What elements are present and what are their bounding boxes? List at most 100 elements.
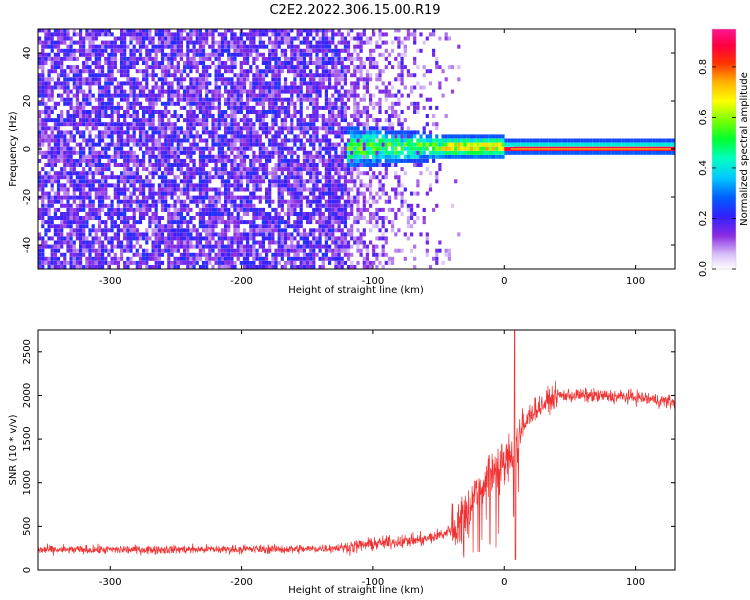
heatmap-cell bbox=[69, 158, 73, 163]
heatmap-cell bbox=[69, 228, 73, 233]
heatmap-cell bbox=[63, 142, 67, 147]
heatmap-cell bbox=[249, 171, 253, 176]
heatmap-cell bbox=[340, 101, 344, 106]
heatmap-cell bbox=[107, 158, 111, 163]
heatmap-cell bbox=[151, 146, 155, 151]
heatmap-cell bbox=[239, 244, 243, 249]
heatmap-cell bbox=[233, 260, 237, 265]
heatmap-cell bbox=[290, 236, 294, 241]
heatmap-cell bbox=[277, 199, 281, 204]
heatmap-cell bbox=[375, 73, 379, 78]
heatmap-cell bbox=[265, 81, 269, 86]
heatmap-cell bbox=[183, 236, 187, 241]
heatmap-cell bbox=[72, 207, 76, 212]
heatmap-cell bbox=[126, 32, 130, 37]
heatmap-cell bbox=[66, 248, 70, 253]
heatmap-cell bbox=[283, 199, 288, 204]
heatmap-cell bbox=[198, 252, 202, 257]
heatmap-cell bbox=[246, 36, 250, 41]
heatmap-cell bbox=[72, 126, 76, 131]
heatmap-cell bbox=[305, 93, 310, 98]
heatmap-cell bbox=[138, 236, 143, 241]
heatmap-cell bbox=[302, 195, 306, 200]
heatmap-cell bbox=[299, 114, 303, 118]
heatmap-cell bbox=[246, 232, 250, 237]
heatmap-cell bbox=[145, 207, 149, 212]
heatmap-cell bbox=[66, 32, 70, 37]
heatmap-cell bbox=[173, 203, 177, 208]
heatmap-cell bbox=[195, 130, 199, 135]
heatmap-cell bbox=[353, 85, 357, 90]
heatmap-cell bbox=[378, 101, 382, 106]
heatmap-cell bbox=[167, 232, 171, 237]
heatmap-cell bbox=[107, 228, 111, 233]
heatmap-cell bbox=[214, 77, 218, 82]
heatmap-cell bbox=[211, 52, 215, 57]
heatmap-cell bbox=[217, 93, 221, 98]
heatmap-cell bbox=[224, 40, 228, 45]
heatmap-cell bbox=[186, 220, 190, 225]
heatmap-cell bbox=[44, 163, 48, 167]
heatmap-cell bbox=[132, 89, 136, 94]
heatmap-cell bbox=[123, 167, 127, 172]
heatmap-cell bbox=[331, 130, 335, 135]
heatmap-cell bbox=[186, 183, 190, 188]
heatmap-cell bbox=[302, 122, 306, 127]
heatmap-cell bbox=[195, 244, 199, 249]
heatmap-cell bbox=[88, 183, 92, 188]
heatmap-cell bbox=[353, 97, 357, 102]
heatmap-cell bbox=[53, 81, 57, 86]
heatmap-cell bbox=[268, 154, 272, 159]
heatmap-cell bbox=[151, 105, 155, 110]
heatmap-cell bbox=[63, 158, 67, 163]
heatmap-cell bbox=[56, 179, 61, 184]
heatmap-cell bbox=[82, 146, 86, 151]
heatmap-cell bbox=[309, 93, 313, 98]
heatmap-cell bbox=[101, 52, 105, 57]
heatmap-cell bbox=[356, 32, 360, 37]
heatmap-cell bbox=[79, 118, 83, 123]
heatmap-cell bbox=[375, 256, 379, 261]
heatmap-cell bbox=[277, 142, 281, 147]
heatmap-cell bbox=[41, 248, 45, 253]
heatmap-cell bbox=[315, 126, 319, 131]
heatmap-cell bbox=[179, 212, 183, 216]
heatmap-cell bbox=[378, 105, 382, 110]
heatmap-cell bbox=[302, 248, 306, 253]
heatmap-cell bbox=[126, 203, 130, 208]
heatmap-cell bbox=[261, 32, 265, 37]
heatmap-cell bbox=[189, 142, 193, 147]
heatmap-cell bbox=[75, 81, 79, 86]
heatmap-cell bbox=[387, 260, 392, 265]
heatmap-cell bbox=[296, 167, 300, 172]
heatmap-cell bbox=[337, 216, 341, 220]
heatmap-cell bbox=[280, 163, 284, 167]
heatmap-cell bbox=[353, 126, 357, 131]
heatmap-cell bbox=[318, 220, 322, 225]
heatmap-cell bbox=[242, 244, 247, 249]
heatmap-cell bbox=[318, 244, 322, 249]
heatmap-cell bbox=[230, 97, 234, 102]
heatmap-cell bbox=[183, 29, 187, 33]
heatmap-cell bbox=[201, 126, 206, 131]
heatmap-cell bbox=[321, 212, 325, 216]
heatmap-cell bbox=[167, 61, 171, 65]
heatmap-cell bbox=[183, 256, 187, 261]
heatmap-cell bbox=[233, 146, 237, 151]
heatmap-cell bbox=[142, 85, 146, 90]
heatmap-cell bbox=[179, 146, 183, 151]
heatmap-cell bbox=[287, 207, 291, 212]
heatmap-cell bbox=[66, 36, 70, 41]
heatmap-cell bbox=[246, 256, 250, 261]
heatmap-cell bbox=[97, 167, 102, 172]
heatmap-cell bbox=[283, 36, 288, 41]
heatmap-cell bbox=[224, 260, 228, 265]
heatmap-cell bbox=[302, 134, 306, 139]
heatmap-cell bbox=[230, 40, 234, 45]
heatmap-cell bbox=[318, 126, 322, 131]
heatmap-cell bbox=[315, 212, 319, 216]
heatmap-cell bbox=[296, 220, 300, 225]
heatmap-cell bbox=[91, 77, 95, 82]
heatmap-cell bbox=[201, 81, 206, 86]
heatmap-cell bbox=[88, 73, 92, 78]
